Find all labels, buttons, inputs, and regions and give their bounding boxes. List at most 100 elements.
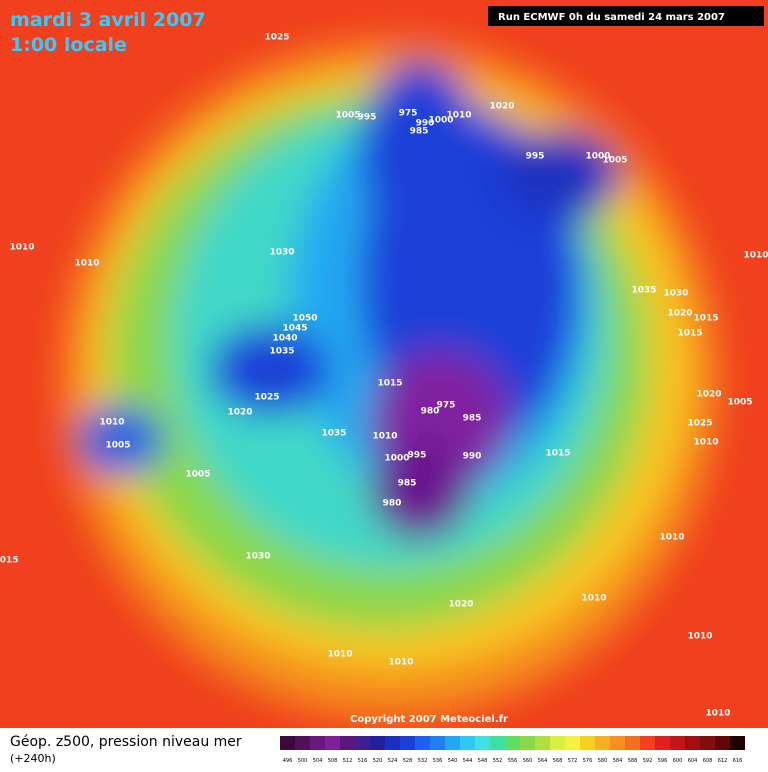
legend-label: 584	[613, 758, 623, 764]
run-box	[488, 6, 764, 26]
isobar-label: 1010	[9, 243, 34, 253]
legend-swatch	[640, 736, 655, 750]
isobar-label: 980	[421, 407, 440, 417]
isobar-label: 1010	[327, 650, 352, 660]
legend-label: 568	[553, 758, 563, 764]
isobar-label: 1030	[269, 248, 294, 258]
legend-swatch	[565, 736, 580, 750]
isobar-label: 985	[463, 414, 482, 424]
color-legend: 496 500 504 508 512 516 520 524 528 532 536 540 544 5…	[280, 736, 745, 764]
legend-swatch	[685, 736, 700, 750]
legend-label: 612	[718, 758, 728, 764]
legend-label: 512	[343, 758, 353, 764]
legend-label: 520	[373, 758, 383, 764]
isobar-label: 1010	[74, 259, 99, 269]
isobar-label: 1010	[446, 111, 471, 121]
legend-label: 500	[298, 758, 308, 764]
legend-label: 548	[478, 758, 488, 764]
legend-swatch	[310, 736, 325, 750]
isobar-label: 1015	[677, 329, 702, 339]
isobar-label: 1050	[292, 314, 317, 324]
copyright: Copyright 2007 Meteociel.fr	[350, 714, 508, 725]
isobar-label: 1000	[428, 116, 453, 126]
legend-swatch	[700, 736, 715, 750]
legend-label: 588	[628, 758, 638, 764]
legend-label: 552	[493, 758, 503, 764]
isobar-label: 1000	[585, 152, 610, 162]
isobar-label: 995	[408, 451, 427, 461]
isobar-label: 1005	[602, 156, 627, 166]
run-label: Run ECMWF 0h du samedi 24 mars 2007	[498, 12, 725, 23]
legend-label: 600	[673, 758, 683, 764]
isobar-label: 1025	[254, 393, 279, 403]
isobar-label: 1045	[282, 324, 307, 334]
legend-label: 540	[448, 758, 458, 764]
isobar-label: 1020	[696, 390, 721, 400]
isobar-label: 1035	[321, 429, 346, 439]
isobar-label: 1010	[705, 709, 730, 719]
time-label: 1:00 locale	[10, 34, 127, 56]
legend-swatch	[355, 736, 370, 750]
legend-swatch	[535, 736, 550, 750]
isobar-label: 1010	[372, 432, 397, 442]
isobar-label: 1020	[448, 600, 473, 610]
isobar-label: 1000	[384, 454, 409, 464]
date-label: mardi 3 avril 2007	[10, 9, 206, 31]
isobar-label: 1025	[264, 33, 289, 43]
legend-label: 564	[538, 758, 548, 764]
isobar-label: 1010	[388, 658, 413, 668]
legend-label: 616	[733, 758, 743, 764]
isobar-label: 1035	[269, 347, 294, 357]
legend-swatch	[340, 736, 355, 750]
legend-swatch	[595, 736, 610, 750]
legend-swatch	[400, 736, 415, 750]
legend-swatch	[550, 736, 565, 750]
legend-swatch	[715, 736, 730, 750]
isobar-label: 985	[398, 479, 417, 489]
legend-swatch	[475, 736, 490, 750]
isobar-label: 1010	[659, 533, 684, 543]
isobar-label: 1010	[743, 251, 768, 261]
legend-swatch	[430, 736, 445, 750]
legend-label: 572	[568, 758, 578, 764]
legend-swatch	[670, 736, 685, 750]
legend-label: 536	[433, 758, 443, 764]
isobar-label: 1020	[489, 102, 514, 112]
isobar-label: 980	[383, 499, 402, 509]
isobar-label: 990	[463, 452, 482, 462]
isobar-label: 1005	[185, 470, 210, 480]
footer-lead: (+240h)	[10, 752, 56, 765]
legend-label: 528	[403, 758, 413, 764]
isobar-label: 995	[526, 152, 545, 162]
legend-label: 516	[358, 758, 368, 764]
isobar-label: 1010	[581, 594, 606, 604]
isobar-label: 1010	[687, 632, 712, 642]
legend-swatch	[445, 736, 460, 750]
isobar-label: 1005	[335, 111, 360, 121]
isobar-label: 1035	[631, 286, 656, 296]
isobar-label: 1010	[99, 418, 124, 428]
isobar-label: 1040	[272, 334, 297, 344]
isobar-label: 1030	[663, 289, 688, 299]
legend-swatch	[385, 736, 400, 750]
legend-swatch	[520, 736, 535, 750]
isobar-label: 985	[410, 127, 429, 137]
map-field	[0, 0, 768, 728]
legend-swatch	[415, 736, 430, 750]
legend-label: 556	[508, 758, 518, 764]
legend-swatch	[280, 736, 295, 750]
legend-label: 576	[583, 758, 593, 764]
legend-swatch	[325, 736, 340, 750]
isobar-label: 1015	[693, 314, 718, 324]
isobar-label: 975	[399, 109, 418, 119]
legend-swatch	[655, 736, 670, 750]
isobar-label: 990	[416, 119, 435, 129]
isobar-label: 1030	[245, 552, 270, 562]
legend-label: 592	[643, 758, 653, 764]
legend-swatch	[610, 736, 625, 750]
isobar-label: 995	[358, 113, 377, 123]
legend-swatch	[505, 736, 520, 750]
legend-label: 532	[418, 758, 428, 764]
